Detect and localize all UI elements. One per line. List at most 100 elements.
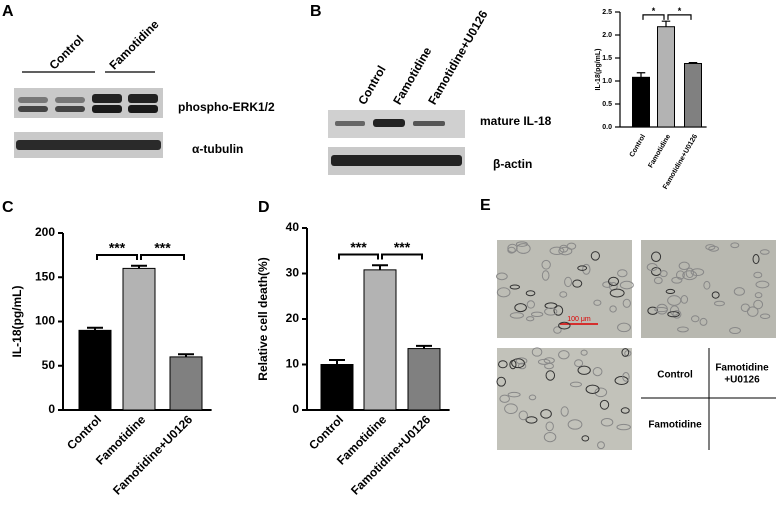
y-axis-label: IL-18(pg/mL) [10,286,24,358]
significance-label: *** [350,239,367,255]
error-bar [329,358,345,365]
bar [407,348,441,411]
y-tick-label: 1.5 [602,55,612,62]
cell [511,358,525,369]
panel-label: B [310,3,322,20]
cell [537,358,551,365]
cell [667,311,680,318]
error-bar [87,326,103,331]
cell [690,268,705,276]
cell [753,271,763,279]
error-bar [131,264,147,269]
x-tick-label: Control [64,412,104,452]
cell [678,261,690,271]
cell [514,303,527,313]
cell [530,311,544,318]
y-tick-label: 30 [286,266,300,280]
band-label: phospho-ERK1/2 [178,100,275,114]
condition-label: Control [657,370,693,381]
cell [549,246,565,255]
cell [525,290,536,297]
y-tick-label: 40 [286,220,300,234]
band-label: α-tubulin [192,142,243,156]
cell [553,305,564,316]
cell [594,387,608,398]
cell [582,263,591,275]
panel-label: E [480,197,491,214]
y-tick-label: 10 [286,357,300,371]
cell [730,242,740,249]
x-tick-label: Famotidine+U0126 [110,412,195,497]
y-tick-label: 50 [42,358,56,372]
significance-bracket [140,253,185,260]
cell [685,267,694,279]
cell [619,280,634,290]
lane-label: Control [46,32,86,72]
y-tick-label: 1.0 [602,78,612,85]
cell [753,299,764,310]
x-tick-label: Famotidine [647,133,672,169]
error-bar [178,353,194,357]
panel-label: C [2,199,14,216]
cell [545,370,556,381]
significance-label: * [678,6,682,16]
y-tick-label: 150 [35,269,55,283]
error-bar [688,62,698,64]
cell [577,265,588,271]
cell [647,306,659,315]
y-tick-label: 0 [48,402,55,416]
cell [691,315,700,323]
cell [515,357,528,365]
cell [509,284,521,290]
significance-label: * [652,6,656,16]
cell [746,306,759,317]
condition-label: Famotidine [715,363,769,374]
significance-bracket [667,14,692,20]
cell [665,288,676,295]
x-tick-label: Control [306,412,346,452]
cell [729,327,741,335]
micrographs [496,240,776,450]
cell [733,287,745,296]
cell [559,291,568,298]
cell [558,246,573,256]
cell [600,417,614,427]
cell [680,295,689,304]
cell [653,276,663,285]
y-axis-label: Relative cell death(%) [256,257,270,380]
bar [363,269,397,411]
cell [677,326,689,333]
cell [599,399,610,410]
significance-bracket [96,253,138,260]
significance-bracket [338,253,379,260]
cell [509,312,524,319]
bar [632,76,650,128]
cell [572,279,583,288]
cell [754,292,763,299]
cell [541,270,550,281]
cell [577,365,591,375]
error-bar [416,344,432,349]
cell [496,376,506,387]
significance-bracket [381,253,423,260]
error-bar [636,72,646,78]
y-tick-label: 0.5 [602,101,612,108]
cell [616,423,631,431]
bar [78,329,112,411]
significance-label: *** [109,240,126,256]
cell [617,322,631,333]
x-tick-label: Control [629,133,648,158]
blot [328,110,465,175]
cell [590,251,600,261]
bar [320,364,354,411]
cell [504,403,518,415]
cell [531,347,543,357]
panel-label: D [258,199,270,216]
cell [507,246,516,254]
cell [759,249,770,255]
cell [498,360,508,369]
bar [122,267,156,411]
cell [602,281,613,288]
cell [703,280,711,290]
